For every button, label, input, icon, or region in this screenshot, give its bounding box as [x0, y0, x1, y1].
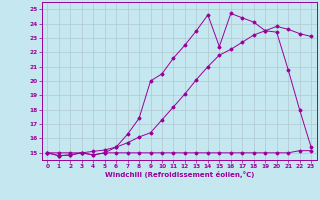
X-axis label: Windchill (Refroidissement éolien,°C): Windchill (Refroidissement éolien,°C) [105, 171, 254, 178]
